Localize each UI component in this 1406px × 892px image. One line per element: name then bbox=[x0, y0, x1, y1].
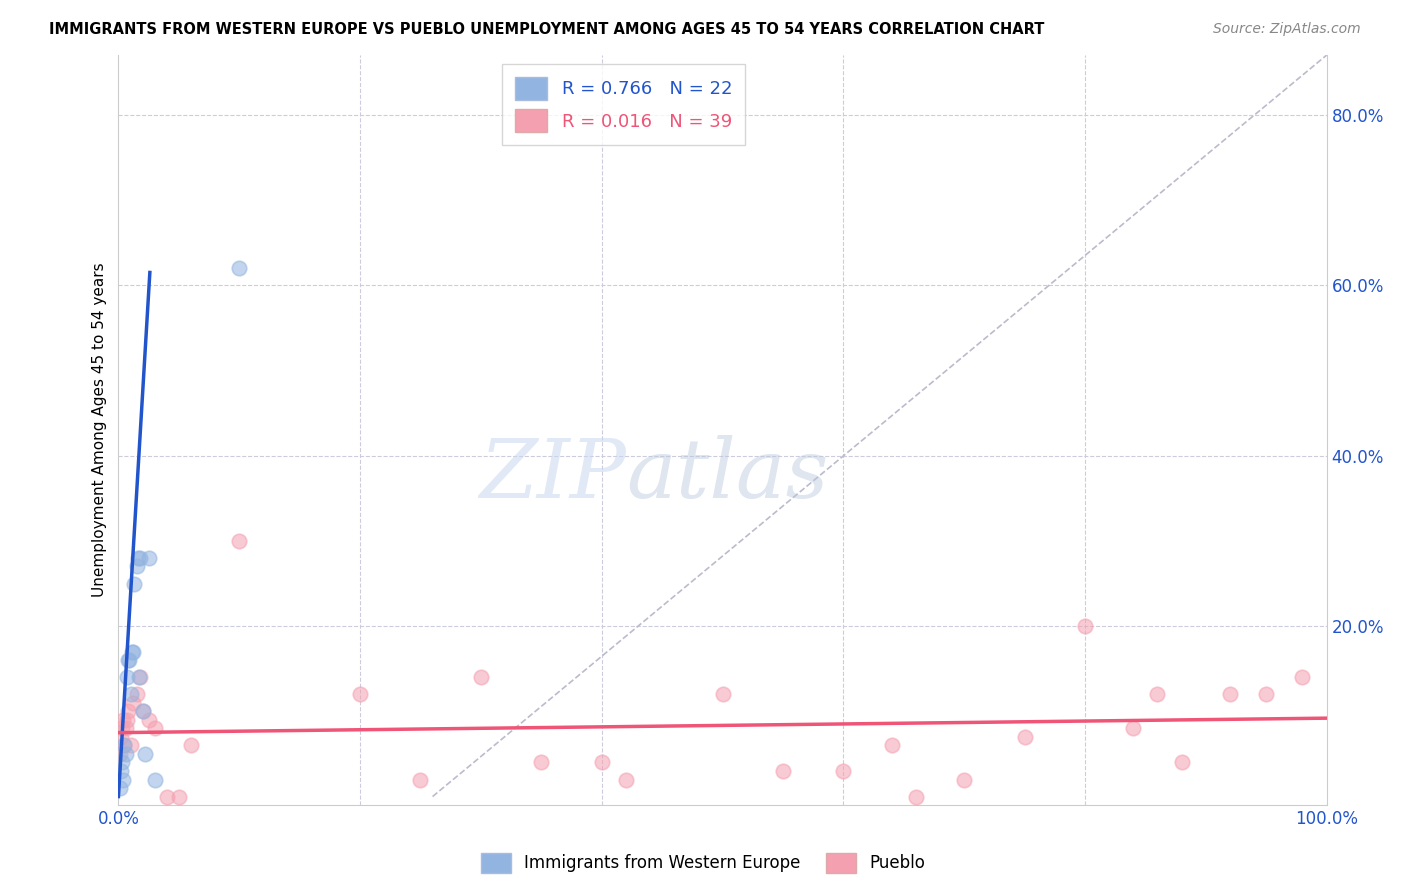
Point bbox=[121, 645, 143, 659]
Point bbox=[128, 670, 150, 684]
Point bbox=[120, 739, 142, 753]
Text: Source: ZipAtlas.com: Source: ZipAtlas.com bbox=[1213, 22, 1361, 37]
Point bbox=[470, 670, 492, 684]
Point bbox=[711, 687, 734, 701]
Point bbox=[1146, 687, 1168, 701]
Point bbox=[115, 713, 138, 727]
Point bbox=[114, 747, 136, 761]
Point bbox=[1291, 670, 1313, 684]
Point bbox=[131, 704, 153, 718]
Point bbox=[125, 559, 148, 574]
Point bbox=[1219, 687, 1241, 701]
Point bbox=[591, 756, 613, 770]
Point bbox=[118, 653, 141, 667]
Point bbox=[1074, 619, 1097, 633]
Point bbox=[228, 533, 250, 548]
Legend: Immigrants from Western Europe, Pueblo: Immigrants from Western Europe, Pueblo bbox=[474, 847, 932, 880]
Point bbox=[114, 722, 136, 736]
Point bbox=[953, 772, 976, 787]
Point bbox=[114, 739, 136, 753]
Point bbox=[129, 670, 152, 684]
Point bbox=[115, 670, 138, 684]
Text: ZIP: ZIP bbox=[479, 435, 626, 515]
Point bbox=[167, 789, 190, 804]
Y-axis label: Unemployment Among Ages 45 to 54 years: Unemployment Among Ages 45 to 54 years bbox=[93, 263, 107, 598]
Point bbox=[1014, 730, 1036, 744]
Point bbox=[156, 789, 179, 804]
Point bbox=[772, 764, 794, 778]
Legend: R = 0.766   N = 22, R = 0.016   N = 39: R = 0.766 N = 22, R = 0.016 N = 39 bbox=[502, 64, 745, 145]
Point bbox=[114, 739, 136, 753]
Point bbox=[880, 739, 903, 753]
Point bbox=[125, 687, 148, 701]
Point bbox=[122, 645, 145, 659]
Point bbox=[614, 772, 637, 787]
Point bbox=[228, 261, 250, 276]
Point bbox=[129, 550, 152, 565]
Point bbox=[112, 713, 135, 727]
Point bbox=[1170, 756, 1192, 770]
Point bbox=[108, 747, 131, 761]
Point bbox=[904, 789, 927, 804]
Point bbox=[112, 772, 135, 787]
Point bbox=[138, 550, 160, 565]
Point bbox=[111, 722, 134, 736]
Point bbox=[117, 704, 139, 718]
Point bbox=[120, 687, 142, 701]
Point bbox=[530, 756, 553, 770]
Point bbox=[117, 653, 139, 667]
Point bbox=[1256, 687, 1278, 701]
Point bbox=[122, 696, 145, 710]
Point bbox=[138, 713, 160, 727]
Point bbox=[110, 764, 132, 778]
Point bbox=[409, 772, 432, 787]
Point bbox=[134, 747, 156, 761]
Point bbox=[832, 764, 855, 778]
Point bbox=[108, 780, 131, 795]
Point bbox=[127, 550, 149, 565]
Point bbox=[110, 730, 132, 744]
Text: atlas: atlas bbox=[626, 435, 828, 515]
Point bbox=[1122, 722, 1144, 736]
Point bbox=[143, 722, 166, 736]
Point bbox=[122, 576, 145, 591]
Point bbox=[143, 772, 166, 787]
Point bbox=[131, 704, 153, 718]
Point bbox=[180, 739, 202, 753]
Text: IMMIGRANTS FROM WESTERN EUROPE VS PUEBLO UNEMPLOYMENT AMONG AGES 45 TO 54 YEARS : IMMIGRANTS FROM WESTERN EUROPE VS PUEBLO… bbox=[49, 22, 1045, 37]
Point bbox=[111, 756, 134, 770]
Point bbox=[349, 687, 371, 701]
